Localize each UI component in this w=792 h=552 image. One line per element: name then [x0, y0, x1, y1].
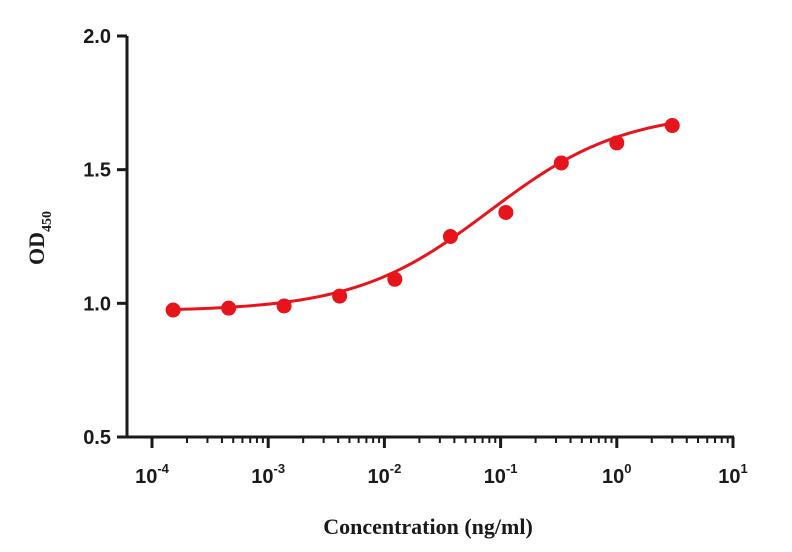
fit-curve-layer: [173, 121, 673, 312]
data-point-8: [609, 135, 625, 151]
data-point-2: [276, 298, 292, 314]
y-axis-title-subscript: 450: [40, 211, 55, 232]
y-axis-title-main: OD: [24, 232, 49, 265]
data-point-7: [553, 155, 569, 171]
x-tick-label-5: 101: [718, 461, 747, 488]
data-point-9: [664, 118, 680, 134]
data-point-0: [165, 302, 181, 318]
x-axis-title: Concentration (ng/ml): [323, 514, 533, 539]
y-axis-title: OD450: [24, 211, 55, 265]
x-tick-label-4: 100: [602, 461, 631, 488]
data-point-4: [387, 271, 403, 287]
axes: 0.5 1.0 1.5 2.0 10-4 10-3 10-2 10-1 100 101: [83, 26, 748, 488]
x-tick-label-3: 10-1: [484, 461, 518, 488]
data-point-5: [442, 229, 458, 244]
data-points-layer: [165, 118, 680, 318]
y-tick-label-0: 0.5: [83, 427, 111, 449]
x-tick-label-2: 10-2: [367, 461, 401, 488]
fit-curve-0: [173, 121, 673, 312]
y-tick-label-3: 2.0: [83, 26, 111, 48]
x-tick-label-0: 10-4: [135, 461, 170, 488]
data-point-1: [221, 300, 237, 316]
data-point-3: [332, 288, 348, 304]
y-tick-label-1: 1.0: [83, 293, 111, 315]
data-point-6: [498, 204, 514, 220]
y-tick-label-2: 1.5: [83, 160, 111, 182]
x-tick-label-1: 10-3: [251, 461, 285, 488]
